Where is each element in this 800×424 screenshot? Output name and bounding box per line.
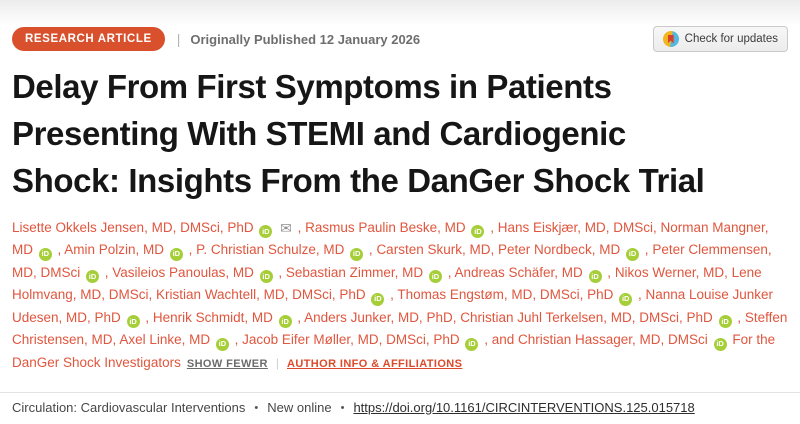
author-link[interactable]: Axel Linke, MD bbox=[119, 332, 211, 348]
author-info-affiliations-link[interactable]: AUTHOR INFO & AFFILIATIONS bbox=[286, 357, 463, 370]
orcid-icon[interactable]: iD bbox=[718, 315, 732, 329]
publication-status: New online bbox=[267, 400, 332, 415]
author-link[interactable]: Anders Junker, MD, PhD bbox=[304, 309, 453, 325]
author-separator: , bbox=[230, 332, 243, 348]
orcid-icon[interactable]: iD bbox=[259, 270, 273, 284]
author-link[interactable]: P. Christian Schulze, MD bbox=[196, 242, 345, 258]
author-separator: , bbox=[452, 309, 461, 325]
orcid-icon[interactable]: iD bbox=[126, 315, 140, 329]
author-separator: , bbox=[365, 242, 377, 258]
author-link[interactable]: Amin Polzin, MD bbox=[64, 242, 165, 258]
author-link[interactable]: Jacob Eifer Møller, MD, DMSci, PhD bbox=[242, 332, 460, 348]
orcid-icon[interactable]: iD bbox=[713, 337, 727, 351]
author-link[interactable]: Norman Mangner, MD bbox=[12, 219, 769, 258]
author-separator: , bbox=[733, 309, 745, 325]
meta-separator: | bbox=[176, 31, 181, 47]
orcid-icon[interactable]: iD bbox=[169, 247, 183, 261]
orcid-icon[interactable]: iD bbox=[38, 247, 52, 261]
author-separator: , bbox=[274, 264, 286, 280]
author-link[interactable]: Kristian Wachtell, MD, DMSci, PhD bbox=[156, 287, 366, 303]
check-for-updates-button[interactable]: Check for updates bbox=[652, 26, 788, 52]
orcid-icon[interactable]: iD bbox=[215, 337, 229, 351]
article-title: Delay From First Symptoms in Patients Pr… bbox=[12, 68, 705, 199]
orcid-icon[interactable]: iD bbox=[350, 247, 364, 261]
author-link[interactable]: Nikos Werner, MD bbox=[614, 264, 725, 280]
author-separator: , bbox=[724, 264, 732, 280]
author-link[interactable]: Hans Eiskjær, MD, DMSci bbox=[497, 219, 653, 235]
author-separator: , bbox=[652, 219, 661, 235]
orcid-icon[interactable]: iD bbox=[619, 292, 633, 306]
orcid-icon[interactable]: iD bbox=[626, 247, 640, 261]
author-separator: , and bbox=[480, 332, 518, 348]
journal-footer: Circulation: Cardiovascular Intervention… bbox=[0, 392, 800, 424]
author-separator: , bbox=[293, 309, 305, 325]
orcid-icon[interactable]: iD bbox=[259, 225, 273, 239]
author-group-link[interactable]: For the DanGer Shock Investigators bbox=[12, 332, 776, 370]
published-date: Originally Published 12 January 2026 bbox=[190, 31, 421, 47]
author-link[interactable]: Christian Hassager, MD, DMSci bbox=[517, 332, 708, 348]
orcid-icon[interactable]: iD bbox=[588, 270, 602, 284]
show-fewer-link[interactable]: SHOW FEWER bbox=[186, 357, 268, 370]
doi-link[interactable]: https://doi.org/10.1161/CIRCINTERVENTION… bbox=[353, 400, 695, 415]
author-separator: , bbox=[603, 264, 615, 280]
author-separator: , bbox=[490, 242, 498, 258]
footer-bullet: • bbox=[340, 401, 345, 414]
article-meta-bar: RESEARCH ARTICLE | Originally Published … bbox=[12, 26, 788, 52]
author-link[interactable]: Thomas Engstøm, MD, DMSci, PhD bbox=[397, 287, 614, 303]
orcid-icon[interactable]: iD bbox=[471, 225, 485, 239]
footer-bullet: • bbox=[254, 401, 259, 414]
author-link[interactable]: Henrik Schmidt, MD bbox=[152, 309, 273, 325]
author-separator: , bbox=[53, 242, 65, 258]
author-list: Lisette Okkels Jensen, MD, DMSci, PhD iD… bbox=[12, 217, 788, 376]
author-separator: , bbox=[112, 332, 120, 348]
orcid-icon[interactable]: iD bbox=[465, 337, 479, 351]
author-separator: , bbox=[101, 264, 113, 280]
email-icon[interactable]: ✉ bbox=[280, 219, 292, 236]
journal-name[interactable]: Circulation: Cardiovascular Intervention… bbox=[12, 400, 246, 415]
author-links-divider: | bbox=[275, 355, 279, 370]
author-link[interactable]: Carsten Skurk, MD bbox=[376, 242, 491, 258]
orcid-icon[interactable]: iD bbox=[278, 315, 292, 329]
author-separator: , bbox=[386, 287, 398, 303]
author-separator: , bbox=[443, 264, 455, 280]
author-separator: , bbox=[641, 242, 653, 258]
author-separator: , bbox=[184, 242, 197, 258]
check-for-updates-label: Check for updates bbox=[684, 33, 778, 45]
author-link[interactable]: Nanna Louise Junker Udesen, MD, PhD bbox=[12, 287, 774, 325]
author-separator: , bbox=[634, 287, 646, 303]
orcid-icon[interactable]: iD bbox=[86, 270, 100, 284]
author-separator: , bbox=[148, 287, 157, 303]
author-link[interactable]: Lisette Okkels Jensen, MD, DMSci, PhD bbox=[12, 219, 254, 235]
author-separator: , bbox=[486, 219, 498, 235]
author-link[interactable]: Peter Clemmensen, MD, DMSci bbox=[12, 242, 772, 280]
author-separator: , bbox=[293, 219, 306, 235]
orcid-icon[interactable]: iD bbox=[428, 270, 442, 284]
author-link[interactable]: Christian Juhl Terkelsen, MD, DMSci, PhD bbox=[460, 309, 713, 325]
author-separator: , bbox=[141, 309, 153, 325]
author-link[interactable]: Lene Holmvang, MD, DMSci bbox=[12, 264, 762, 303]
research-article-badge: RESEARCH ARTICLE bbox=[12, 27, 165, 51]
author-link[interactable]: Sebastian Zimmer, MD bbox=[285, 264, 424, 280]
orcid-icon[interactable]: iD bbox=[371, 292, 385, 306]
author-link[interactable]: Steffen Christensen, MD bbox=[12, 309, 788, 348]
article-header-page: RESEARCH ARTICLE | Originally Published … bbox=[0, 0, 800, 375]
author-link[interactable]: Peter Nordbeck, MD bbox=[497, 242, 621, 258]
crossmark-icon bbox=[662, 31, 679, 47]
author-link[interactable]: Vasileios Panoulas, MD bbox=[112, 264, 254, 280]
author-link[interactable]: Rasmus Paulin Beske, MD bbox=[305, 219, 466, 235]
author-link[interactable]: Andreas Schäfer, MD bbox=[454, 264, 583, 280]
